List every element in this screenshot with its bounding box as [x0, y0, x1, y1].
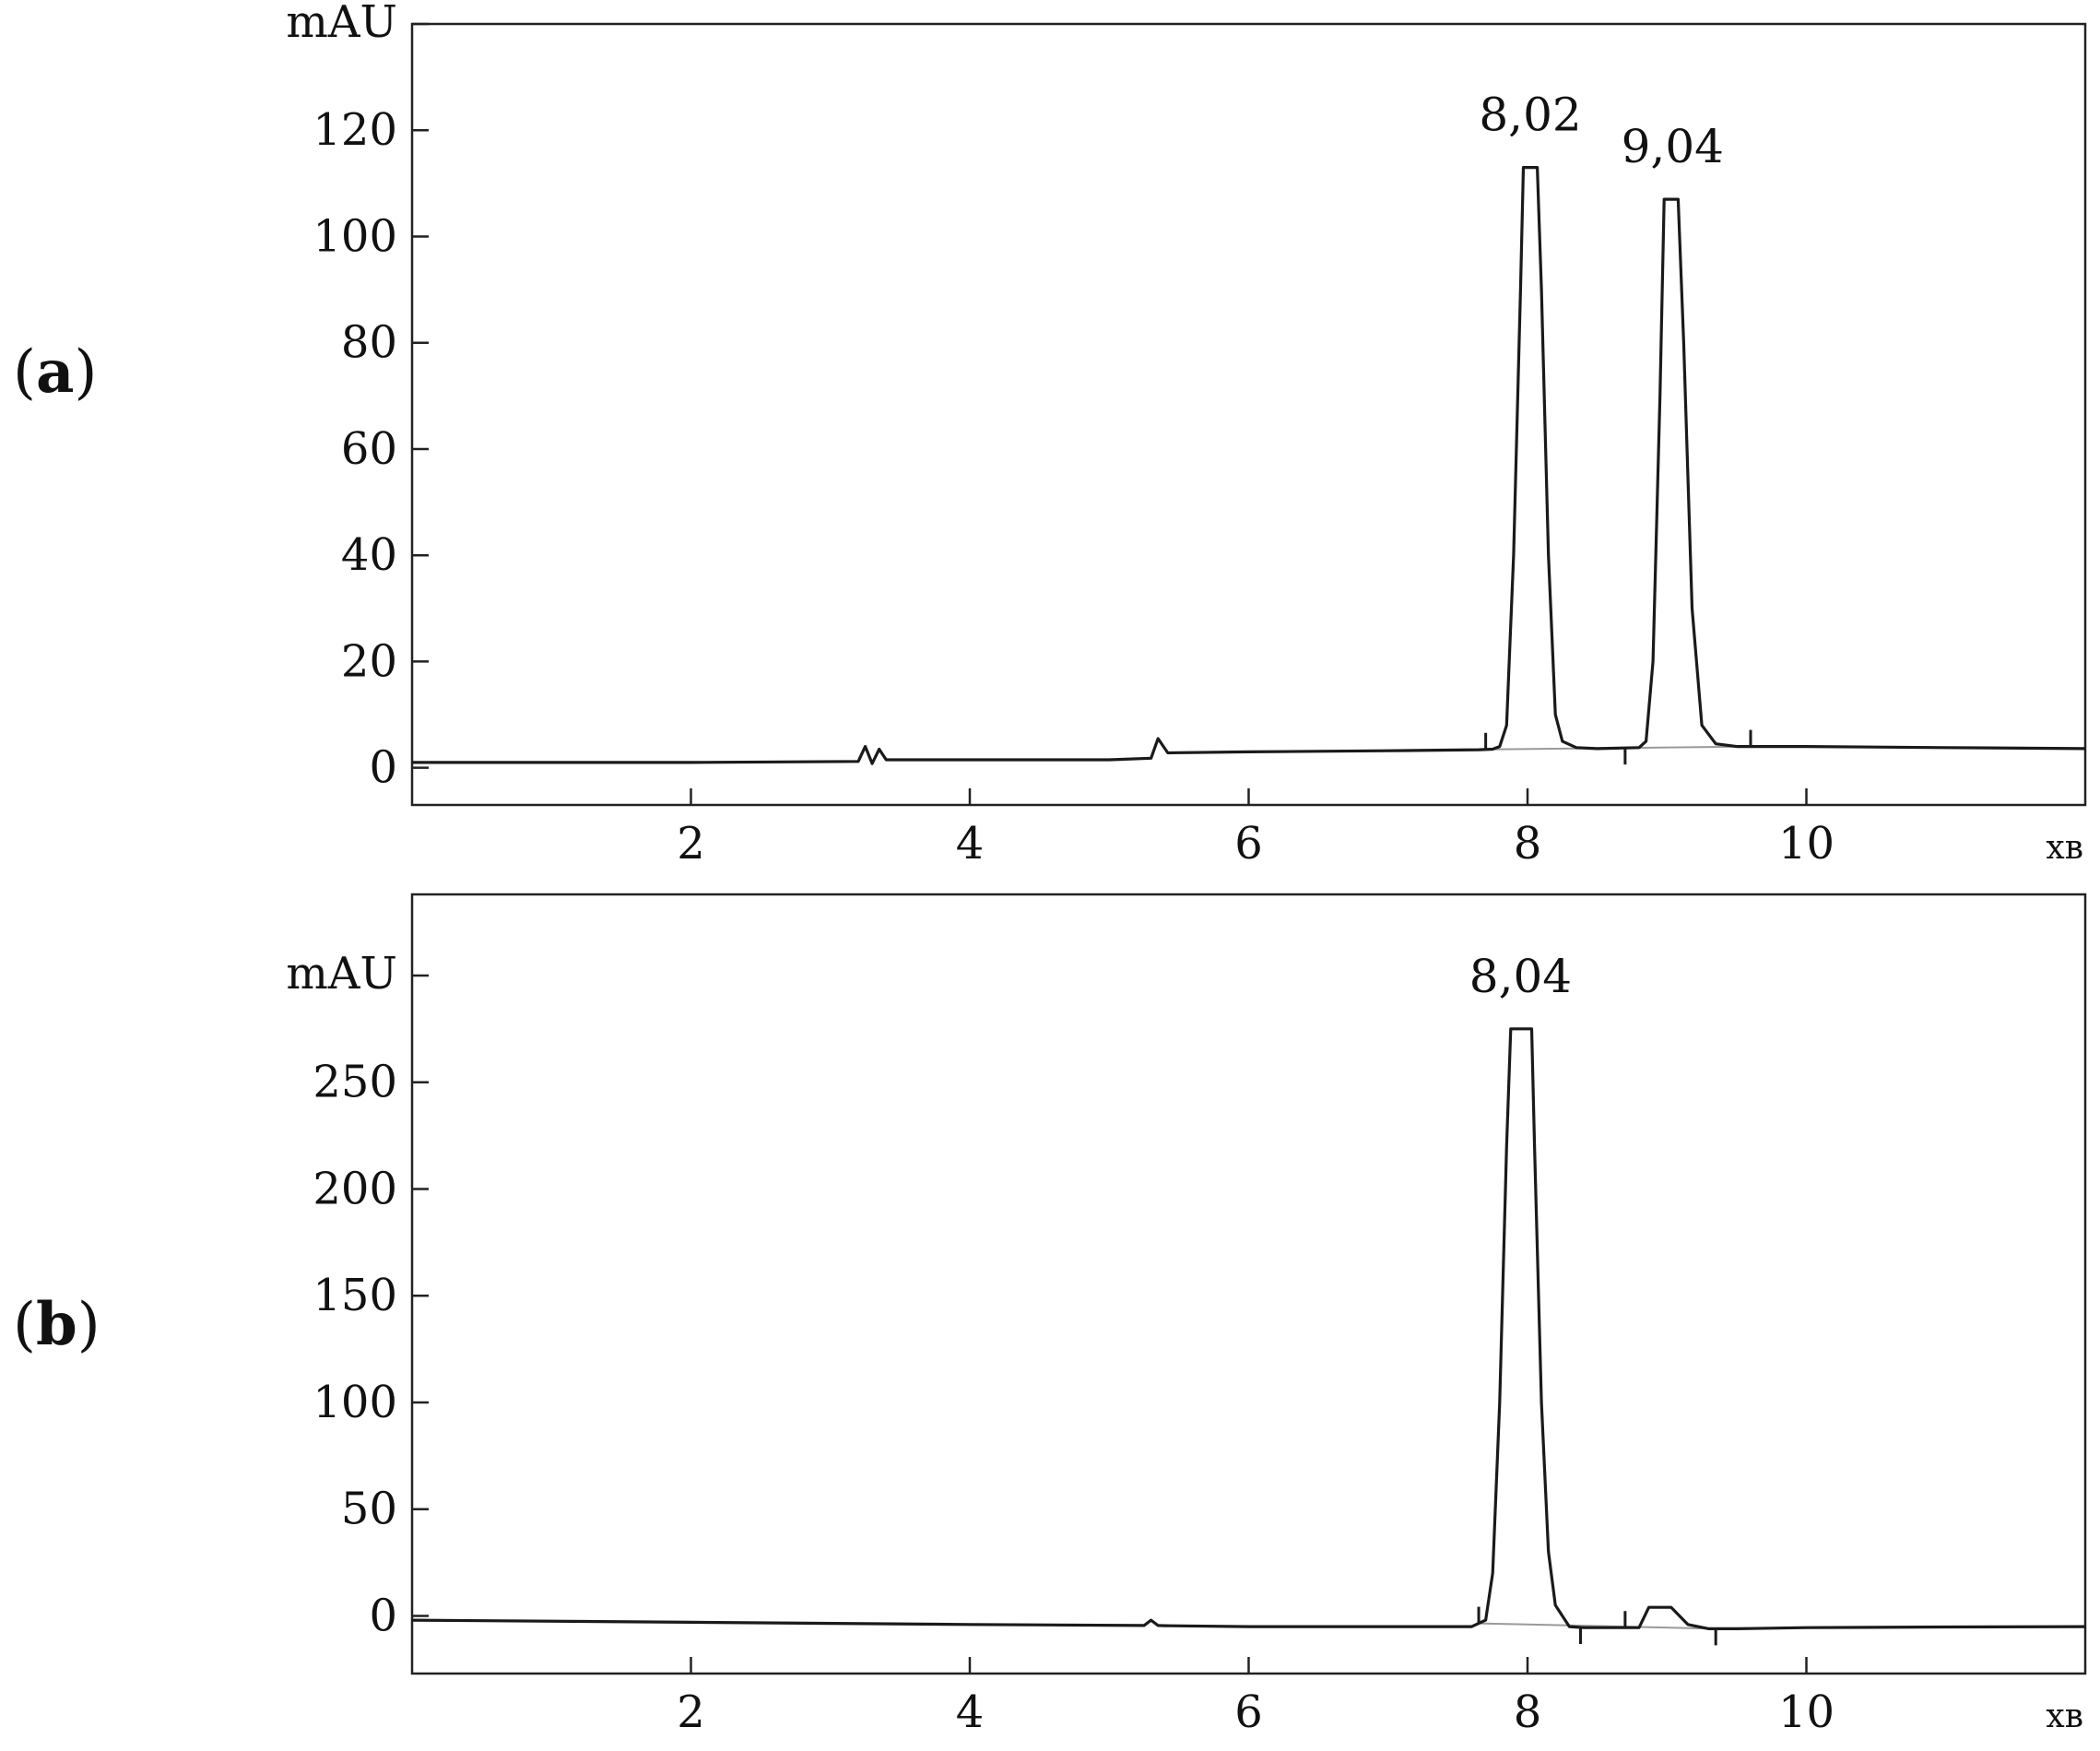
panel-b-y-tick-label-150: 150	[313, 1270, 397, 1321]
panel-a-x-axis-label: хв	[2046, 829, 2083, 867]
panel-b-x-tick-label-6: 6	[1234, 1686, 1263, 1738]
panel-b-plot-frame	[410, 893, 2087, 1675]
panel-a-y-tick-label-80: 80	[341, 317, 397, 369]
panel-b-y-tick-label-0: 0	[369, 1590, 397, 1641]
panel-a-x-tick-label-8: 8	[1514, 818, 1542, 870]
chart-panel-b: 0 50 100 150 200 250 mAU 2 4 6 8 10 хв 8,04	[286, 893, 2087, 1738]
panel-a-x-tick-label-2: 2	[677, 818, 705, 870]
panel-a-peak-label-1: 9,04	[1622, 120, 1724, 173]
panel-a-y-tick-label-100: 100	[313, 210, 397, 262]
panel-b-y-tick-label-50: 50	[341, 1484, 397, 1535]
chart-panel-a: 0 20 40 60 80 100 120 mAU 2 4 6 8 10 хв 8,02 9,04	[286, 0, 2087, 870]
panel-b-x-axis-label: хв	[2046, 1698, 2083, 1735]
panel-a-x-tick-label-6: 6	[1234, 818, 1263, 870]
panel-a-y-tick-label-0: 0	[369, 742, 397, 794]
panel-a-plot-frame	[410, 22, 2087, 807]
panel-b-y-tick-label-200: 200	[313, 1163, 397, 1214]
panel-a-x-tick-label-10: 10	[1778, 818, 1835, 870]
panel-b-label-open: (	[13, 1291, 36, 1359]
panel-a-y-tick-label-20: 20	[341, 635, 397, 687]
panel-b-x-tick-label-10: 10	[1778, 1686, 1835, 1738]
panel-a-chromatogram-trace	[412, 166, 2086, 765]
panel-b-label-close: )	[77, 1291, 100, 1359]
panel-a-label-letter: a	[36, 337, 74, 407]
panel-a-y-axis-label: mAU	[286, 0, 397, 48]
panel-a-peak-label-0: 8,02	[1479, 89, 1581, 142]
panel-b-y-tick-label-100: 100	[313, 1377, 397, 1428]
panel-a-label-open: (	[13, 338, 36, 407]
panel-b-x-tick-label-2: 2	[677, 1686, 705, 1738]
panel-a-x-tick-label-4: 4	[956, 818, 985, 870]
panel-b-x-tick-label-4: 4	[956, 1686, 985, 1738]
panel-b-y-tick-label-250: 250	[313, 1057, 397, 1108]
panel-b-integration-baseline	[1479, 1622, 1717, 1630]
panel-b-label: (b)	[13, 1290, 100, 1359]
panel-a-label: (a)	[13, 337, 97, 407]
panel-a-y-tick-label-60: 60	[341, 423, 397, 475]
panel-a-label-close: )	[74, 338, 97, 407]
panel-b-x-tick-label-8: 8	[1514, 1686, 1542, 1738]
panel-b-label-letter: b	[36, 1290, 77, 1359]
panel-b-y-axis-label: mAU	[286, 948, 397, 1000]
panel-a-y-tick-label-120: 120	[313, 104, 397, 156]
panel-b-peak-label-0: 8,04	[1469, 950, 1572, 1003]
panel-a-y-tick-label-40: 40	[341, 529, 397, 581]
panel-b-chromatogram-trace	[411, 1027, 2086, 1630]
